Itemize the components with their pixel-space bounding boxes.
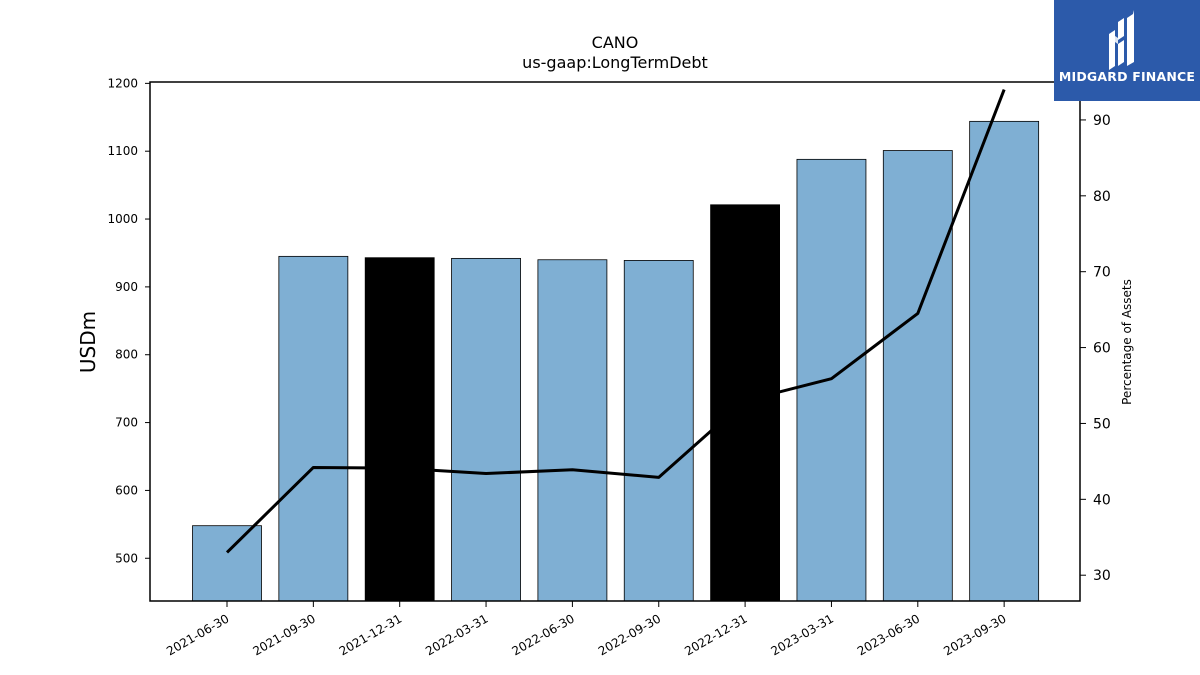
bar-2022-03-31 <box>451 257 521 602</box>
y2-tick-label: 30 <box>1093 568 1111 584</box>
percentage-of-assets-line <box>225 89 1006 554</box>
bar-2023-09-30 <box>969 120 1040 602</box>
x-tick-label: 2022-03-31 <box>423 611 490 658</box>
y-tick-label: 1000 <box>107 212 138 226</box>
brand-name: MIDGARD FINANCE <box>1058 69 1196 84</box>
y2-tick-label: 90 <box>1093 113 1111 129</box>
y-tick-label: 1100 <box>107 144 138 158</box>
plot-frame <box>149 81 1081 602</box>
y2-tick-label: 60 <box>1093 341 1111 357</box>
bars-group <box>192 120 1040 602</box>
x-tick-label: 2022-09-30 <box>596 611 663 658</box>
y2-tick-label: 40 <box>1093 492 1111 508</box>
x-tick-label: 2023-09-30 <box>941 611 1008 658</box>
x-tick-label: 2023-06-30 <box>855 611 922 658</box>
y-axis-label: USDm <box>76 311 100 373</box>
y-tick-label: 800 <box>115 348 138 362</box>
bar-2022-12-31 <box>710 204 780 602</box>
x-tick-label: 2023-03-31 <box>769 611 836 658</box>
brand-logo: MIDGARD FINANCE <box>1054 0 1200 101</box>
midgard-m-logo-icon <box>1054 0 1200 101</box>
percentage-line-group <box>225 89 1006 554</box>
bar-2023-06-30 <box>882 150 953 602</box>
x-tick-label: 2022-12-31 <box>682 611 749 658</box>
chart-title: CANO <box>591 33 639 52</box>
y2-axis-label: Percentage of Assets <box>1120 279 1134 405</box>
y2-tick-label: 70 <box>1093 265 1111 281</box>
bar-2021-09-30 <box>278 255 349 602</box>
y2-tick-label: 80 <box>1093 189 1111 205</box>
x-tick-label: 2021-12-31 <box>337 611 404 658</box>
y-tick-label: 500 <box>115 551 138 565</box>
y-tick-label: 600 <box>115 483 138 497</box>
y-tick-label: 700 <box>115 416 138 430</box>
bar-2022-06-30 <box>537 259 608 602</box>
y-tick-label: 1200 <box>107 76 138 90</box>
x-tick-label: 2021-06-30 <box>164 611 231 658</box>
x-tick-label: 2022-06-30 <box>509 611 576 658</box>
x-tick-label: 2021-09-30 <box>250 611 317 658</box>
y-tick-label: 900 <box>115 280 138 294</box>
bar-2021-06-30 <box>192 525 262 602</box>
y2-tick-label: 50 <box>1093 416 1111 432</box>
axes-group <box>149 81 1081 602</box>
bar-2021-12-31 <box>364 257 435 602</box>
bar-2022-09-30 <box>623 260 694 602</box>
chart-subtitle: us-gaap:LongTermDebt <box>522 53 708 72</box>
